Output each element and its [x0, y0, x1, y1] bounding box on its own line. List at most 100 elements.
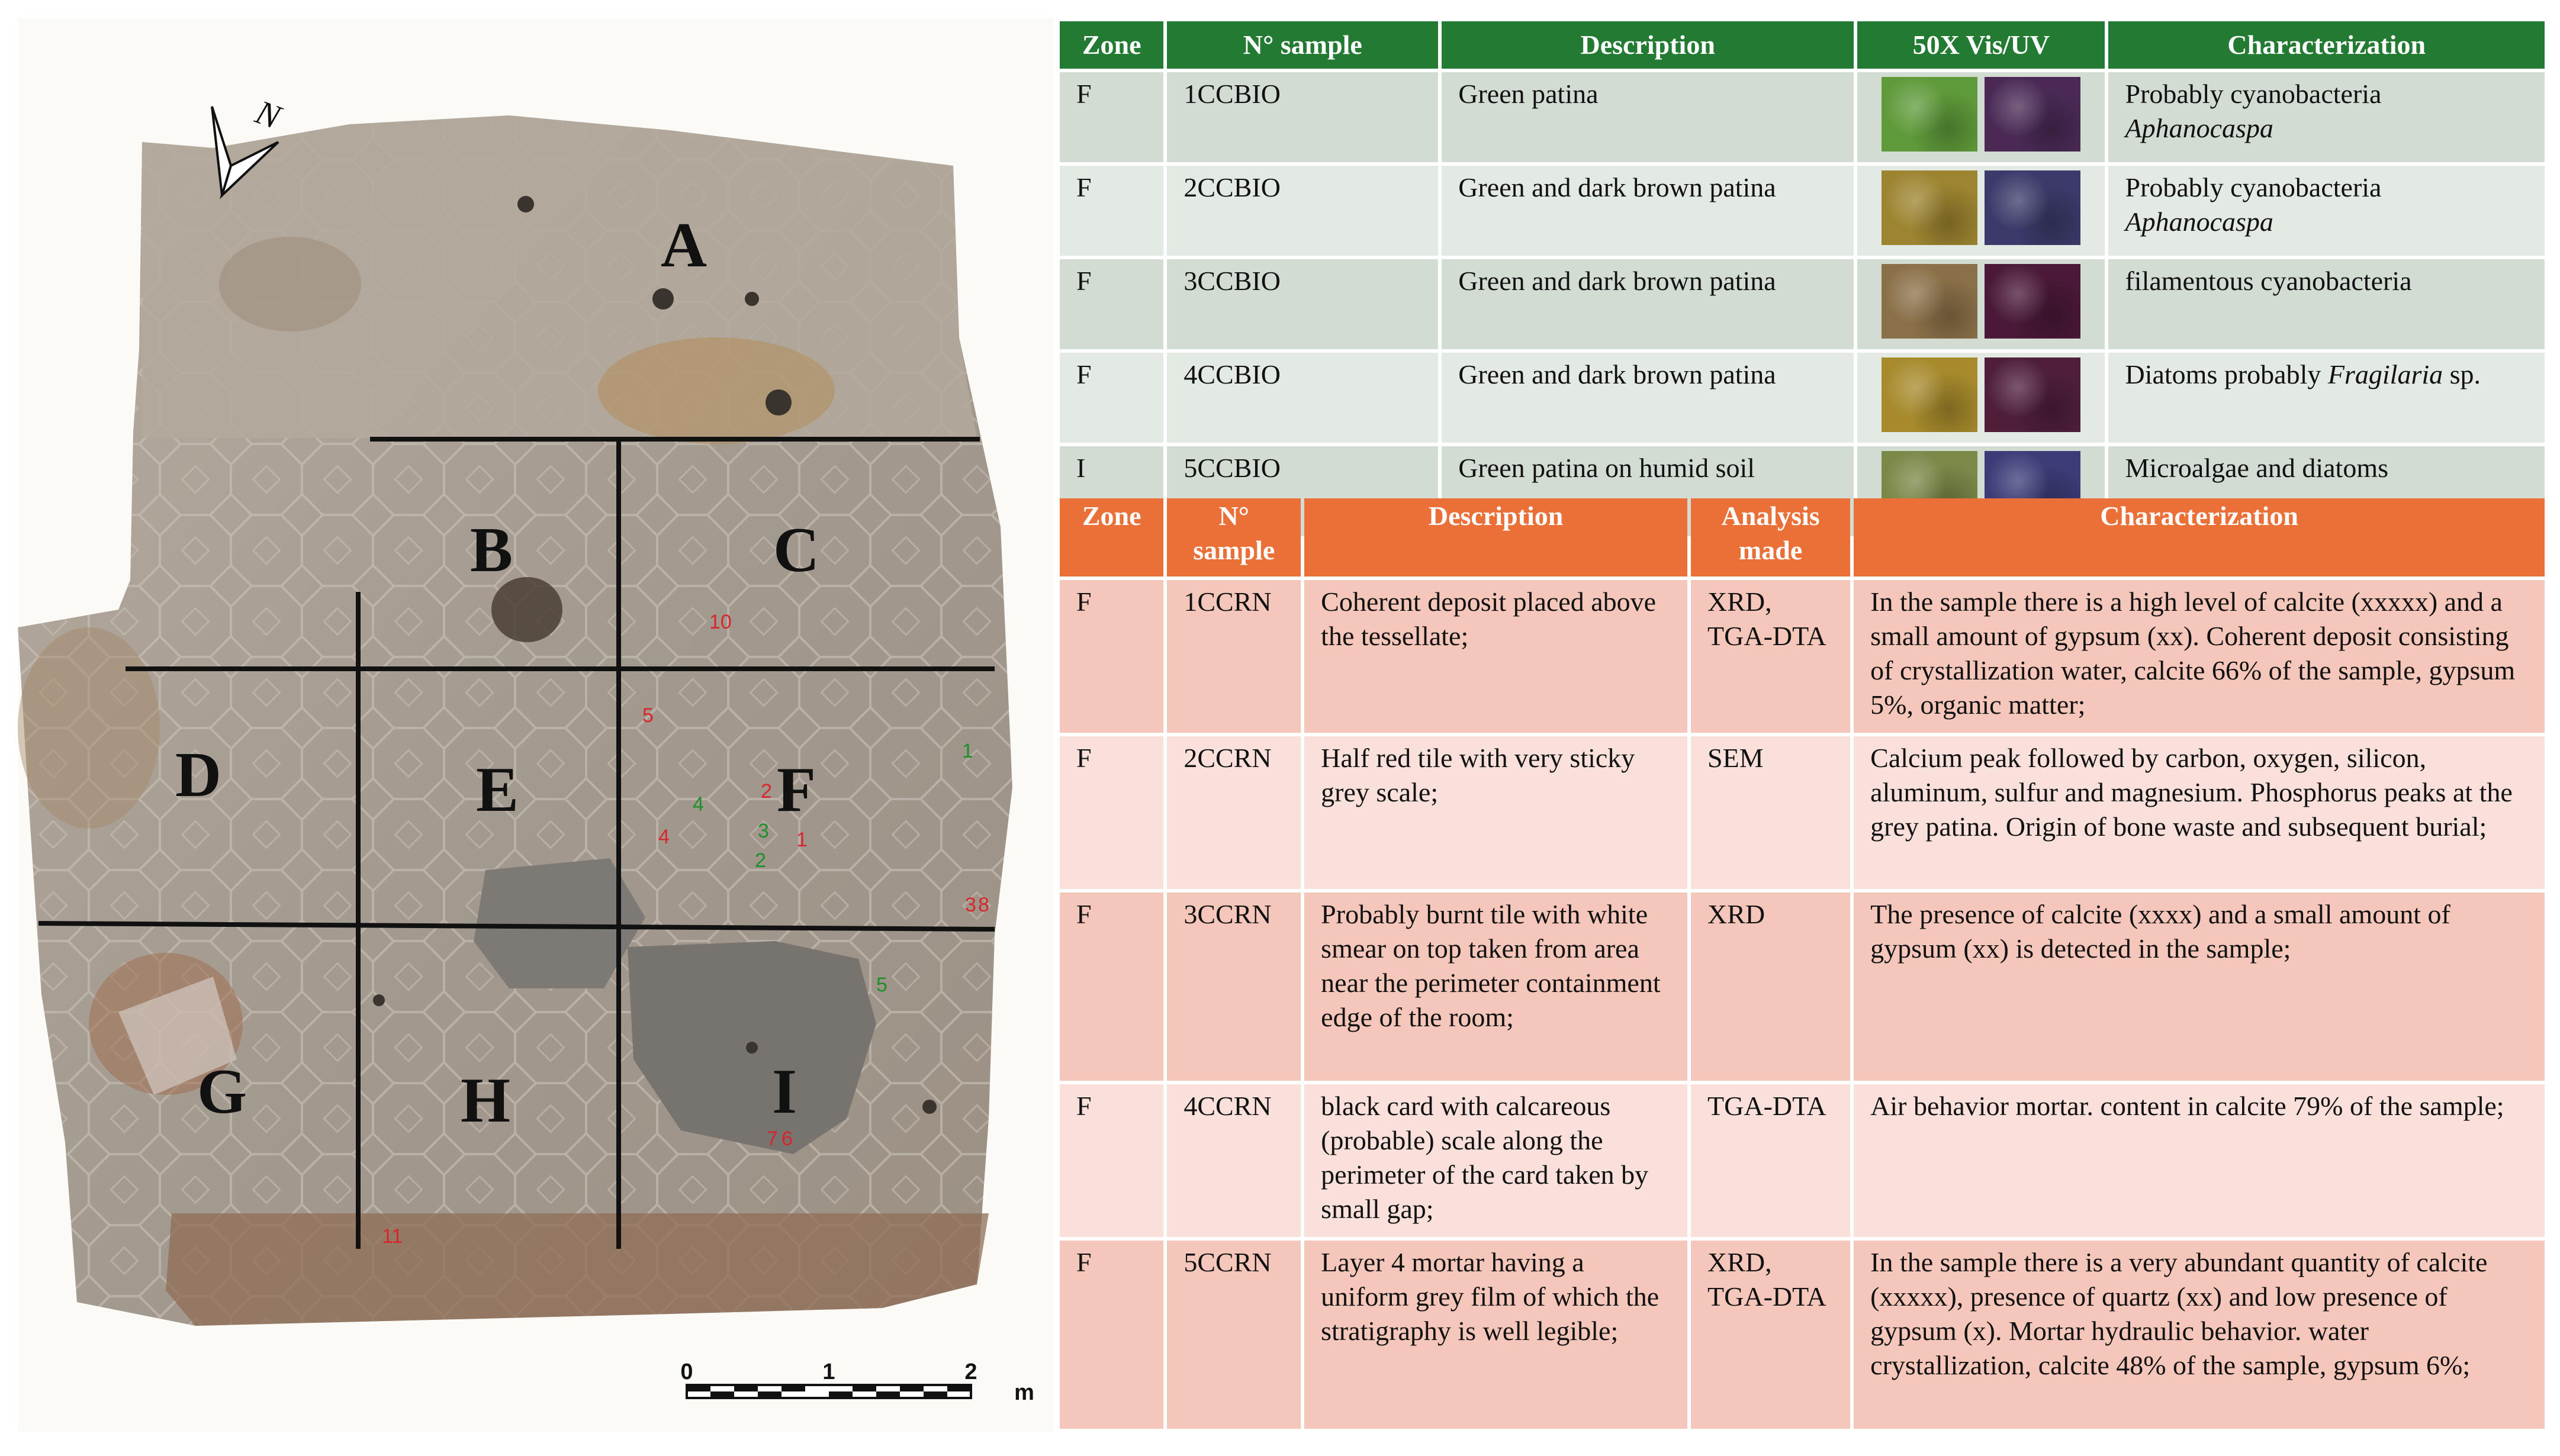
cell-sample: 4CCBIO: [1167, 353, 1439, 443]
cell-description: Green and dark brown patina: [1442, 259, 1854, 349]
cell-micrographs: [1857, 166, 2105, 256]
zone-label-e: E: [476, 755, 519, 825]
characterization-suffix: sp.: [2443, 359, 2481, 389]
cell-analysis: XRD, TGA-DTA: [1691, 1241, 1851, 1429]
zone-label-h: H: [461, 1065, 510, 1136]
column-header-vis-uv: 50X Vis/UV: [1857, 21, 2105, 69]
column-header-description: Description: [1442, 21, 1854, 69]
cell-zone: F: [1060, 259, 1164, 349]
cell-description: Half red tile with very sticky grey scal…: [1304, 736, 1688, 889]
cell-characterization: Diatoms probably Fragilaria sp.: [2108, 353, 2545, 443]
header-text-line: made: [1738, 535, 1803, 565]
cell-sample: 4CCRN: [1167, 1084, 1301, 1237]
cell-zone: F: [1060, 1241, 1164, 1429]
sample-mark: 1: [796, 829, 808, 851]
cell-micrographs: [1857, 259, 2105, 349]
cell-zone: F: [1060, 1084, 1164, 1237]
cell-description: Green and dark brown patina: [1442, 353, 1854, 443]
cell-characterization: The presence of calcite (xxxx) and a sma…: [1854, 893, 2545, 1081]
zone-label-i: I: [772, 1056, 797, 1127]
characterization-text: filamentous cyanobacteria: [2125, 266, 2412, 296]
table-row: F 1CCRN Coherent deposit placed above th…: [1060, 580, 2545, 733]
cell-analysis: SEM: [1691, 736, 1851, 889]
header-text-line: Analysis: [1721, 501, 1820, 531]
cell-analysis: XRD: [1691, 893, 1851, 1081]
uv-light-micrograph: [1985, 264, 2081, 339]
species-name: Aphanocaspa: [2125, 113, 2273, 143]
sample-mark: 1: [962, 740, 973, 762]
zone-label-f: F: [777, 755, 816, 825]
table-header-row: Zone N° sample Description Analysis made C…: [1060, 498, 2545, 576]
cell-zone: F: [1060, 736, 1164, 889]
column-header-description: Description: [1304, 498, 1688, 576]
header-text-line: sample: [1193, 535, 1275, 565]
visible-light-micrograph: [1882, 77, 1978, 152]
column-header-sample: N° sample: [1167, 21, 1439, 69]
scale-unit: m: [1014, 1380, 1034, 1405]
cell-zone: F: [1060, 72, 1164, 162]
sample-mark: 10: [709, 611, 732, 633]
visible-light-micrograph: [1882, 357, 1978, 432]
characterization-text: Diatoms probably: [2125, 359, 2328, 389]
characterization-text: Probably cyanobacteria: [2125, 172, 2382, 202]
cell-characterization: In the sample there is a very abundant q…: [1854, 1241, 2545, 1429]
sample-mark: 4: [658, 826, 670, 848]
sample-mark: 3: [758, 820, 769, 842]
cell-zone: F: [1060, 580, 1164, 733]
cell-micrographs: [1857, 353, 2105, 443]
table-row: F 3CCBIO Green and dark brown patina fil…: [1060, 259, 2545, 349]
cell-analysis: XRD, TGA-DTA: [1691, 580, 1851, 733]
table-row: F 5CCRN Layer 4 mortar having a uniform …: [1060, 1241, 2545, 1429]
cell-description: Coherent deposit placed above the tessel…: [1304, 580, 1688, 733]
table-row: F 2CCBIO Green and dark brown patina Pro…: [1060, 166, 2545, 256]
cell-sample: 2CCBIO: [1167, 166, 1439, 256]
uv-light-micrograph: [1985, 170, 2081, 245]
north-label: N: [250, 92, 288, 137]
zone-label-d: D: [175, 740, 221, 810]
chemical-analysis-table: Zone N° sample Description Analysis made C…: [1056, 495, 2548, 1432]
cell-zone: F: [1060, 166, 1164, 256]
site-plan-panel: A B C D E F G H I 10 5 2 4 1 3 8 7 6 11 …: [18, 18, 1054, 1432]
cell-characterization: Calcium peak followed by carbon, oxygen,…: [1854, 736, 2545, 889]
north-arrow-icon: [211, 106, 279, 199]
scale-label-1: 1: [822, 1360, 835, 1384]
cell-micrographs: [1857, 72, 2105, 162]
cell-description: Layer 4 mortar having a uniform grey fil…: [1304, 1241, 1688, 1429]
visible-light-micrograph: [1882, 264, 1978, 339]
species-name: Fragilaria: [2327, 359, 2443, 389]
cell-description: Green and dark brown patina: [1442, 166, 1854, 256]
cell-sample: 3CCBIO: [1167, 259, 1439, 349]
table-row: F 4CCRN black card with calcareous (prob…: [1060, 1084, 2545, 1237]
header-text-line: N°: [1218, 501, 1250, 531]
scale-label-0: 0: [680, 1360, 693, 1384]
column-header-characterization: Characterization: [1854, 498, 2545, 576]
uv-light-micrograph: [1985, 357, 2081, 432]
scale-label-2: 2: [964, 1360, 977, 1384]
zone-grid-lines: [38, 437, 995, 1249]
sample-mark: 5: [642, 704, 654, 727]
sample-mark: 2: [761, 780, 772, 803]
cell-characterization: filamentous cyanobacteria: [2108, 259, 2545, 349]
cell-description: Green patina: [1442, 72, 1854, 162]
site-plan-map: A B C D E F G H I 10 5 2 4 1 3 8 7 6 11 …: [18, 92, 1034, 1405]
characterization-text: Probably cyanobacteria: [2125, 79, 2382, 109]
table-row: F 3CCRN Probably burnt tile with white s…: [1060, 893, 2545, 1081]
zone-label-b: B: [470, 515, 513, 585]
cell-zone: F: [1060, 353, 1164, 443]
cell-sample: 1CCRN: [1167, 580, 1301, 733]
column-header-characterization: Characterization: [2108, 21, 2545, 69]
zone-label-c: C: [773, 515, 819, 585]
cell-description: black card with calcareous (probable) sc…: [1304, 1084, 1688, 1237]
cell-analysis: TGA-DTA: [1691, 1084, 1851, 1237]
cell-characterization: Probably cyanobacteria Aphanocaspa: [2108, 166, 2545, 256]
sample-mark: 4: [693, 793, 704, 816]
species-name: Aphanocaspa: [2125, 207, 2273, 237]
characterization-text: Microalgae and diatoms: [2125, 453, 2389, 483]
column-header-zone: Zone: [1060, 498, 1164, 576]
column-header-sample: N° sample: [1167, 498, 1301, 576]
sample-mark: 8: [978, 894, 989, 916]
column-header-analysis: Analysis made: [1691, 498, 1851, 576]
uv-light-micrograph: [1985, 77, 2081, 152]
table-row: F 4CCBIO Green and dark brown patina Dia…: [1060, 353, 2545, 443]
table-row: F 1CCBIO Green patina Probably cyanobact…: [1060, 72, 2545, 162]
